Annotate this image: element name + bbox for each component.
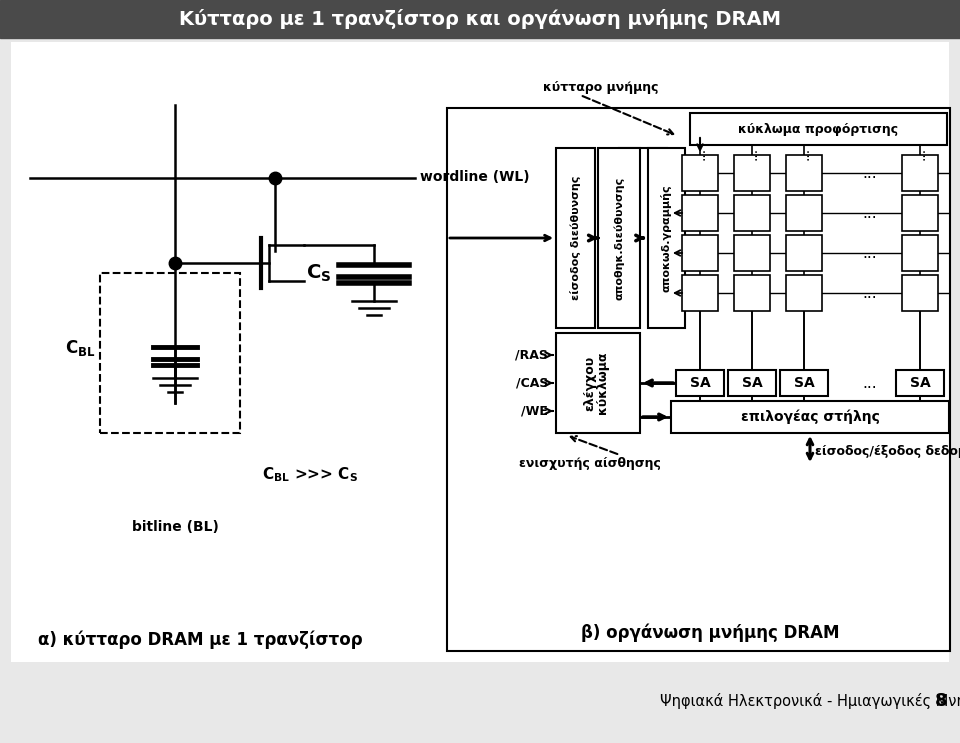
Bar [786,275,822,311]
Bar [648,148,685,328]
Bar [682,235,718,271]
Text: $\mathbf{C_S}$: $\mathbf{C_S}$ [305,262,331,284]
Text: SA: SA [794,376,814,390]
Bar [786,235,822,271]
Text: ελέγχου: ελέγχου [584,355,596,411]
Bar [734,235,770,271]
Bar [682,275,718,311]
Text: αποκωδ.γραμμής: αποκωδ.γραμμής [661,184,672,292]
Text: είσοδος διεύθυνσης: είσοδος διεύθυνσης [570,176,581,300]
Text: 8: 8 [935,692,948,710]
Bar [676,370,724,396]
Text: SA: SA [742,376,762,390]
Bar [447,108,950,651]
Text: ...: ... [745,146,759,160]
Text: α) κύτταρο DRAM με 1 τρανζίστορ: α) κύτταρο DRAM με 1 τρανζίστορ [37,631,362,649]
Text: ...: ... [797,146,811,160]
Bar [896,370,944,396]
Bar [786,195,822,231]
Text: bitline (BL): bitline (BL) [132,520,219,534]
Text: /RAS: /RAS [516,348,548,362]
Text: β) οργάνωση μνήμης DRAM: β) οργάνωση μνήμης DRAM [581,624,839,642]
Bar [100,273,240,433]
Bar [556,148,595,328]
Text: επιλογέας στήλης: επιλογέας στήλης [740,409,879,424]
Bar [12,43,948,661]
Bar [734,155,770,191]
Text: SA: SA [910,376,930,390]
Bar [690,113,947,145]
Text: ...: ... [693,146,707,160]
Text: ...: ... [913,146,927,160]
Bar [734,275,770,311]
Bar [671,401,949,433]
Text: κύτταρο μνήμης: κύτταρο μνήμης [543,82,659,94]
Text: ενισχυτής αίσθησης: ενισχυτής αίσθησης [519,456,660,470]
Text: ...: ... [863,166,877,181]
Text: Κύτταρο με 1 τρανζίστορ και οργάνωση μνήμης DRAM: Κύτταρο με 1 τρανζίστορ και οργάνωση μνή… [179,9,781,29]
Bar [728,370,776,396]
Text: $\mathbf{C_{BL}}$ >>> $\mathbf{C_S}$: $\mathbf{C_{BL}}$ >>> $\mathbf{C_S}$ [262,466,358,484]
Text: ...: ... [863,285,877,300]
Text: κύκλωμα: κύκλωμα [596,351,610,415]
Bar [902,155,938,191]
Text: Ψηφιακά Ηλεκτρονικά - Ημιαγωγικές Μνήμες: Ψηφιακά Ηλεκτρονικά - Ημιαγωγικές Μνήμες [660,693,960,709]
Bar [598,148,640,328]
Bar [734,195,770,231]
Bar [902,235,938,271]
Text: $\mathbf{C_{BL}}$: $\mathbf{C_{BL}}$ [64,338,95,358]
Text: ...: ... [863,245,877,261]
Text: κύκλωμα προφόρτισης: κύκλωμα προφόρτισης [738,123,899,135]
Bar [780,370,828,396]
Bar [682,195,718,231]
Bar [902,195,938,231]
Bar [0,0,960,38]
Bar [556,333,640,433]
Text: είσοδος/έξοδος δεδομένων: είσοδος/έξοδος δεδομένων [815,444,960,458]
Text: wordline (WL): wordline (WL) [420,170,530,184]
Bar [682,155,718,191]
Text: ...: ... [863,206,877,221]
Bar [786,155,822,191]
Text: ...: ... [863,375,877,391]
Text: αποθηκ.διεύθυνσης: αποθηκ.διεύθυνσης [613,176,624,299]
Text: /CAS: /CAS [516,377,548,389]
Bar [902,275,938,311]
Text: /WE: /WE [521,404,548,418]
Text: SA: SA [689,376,710,390]
